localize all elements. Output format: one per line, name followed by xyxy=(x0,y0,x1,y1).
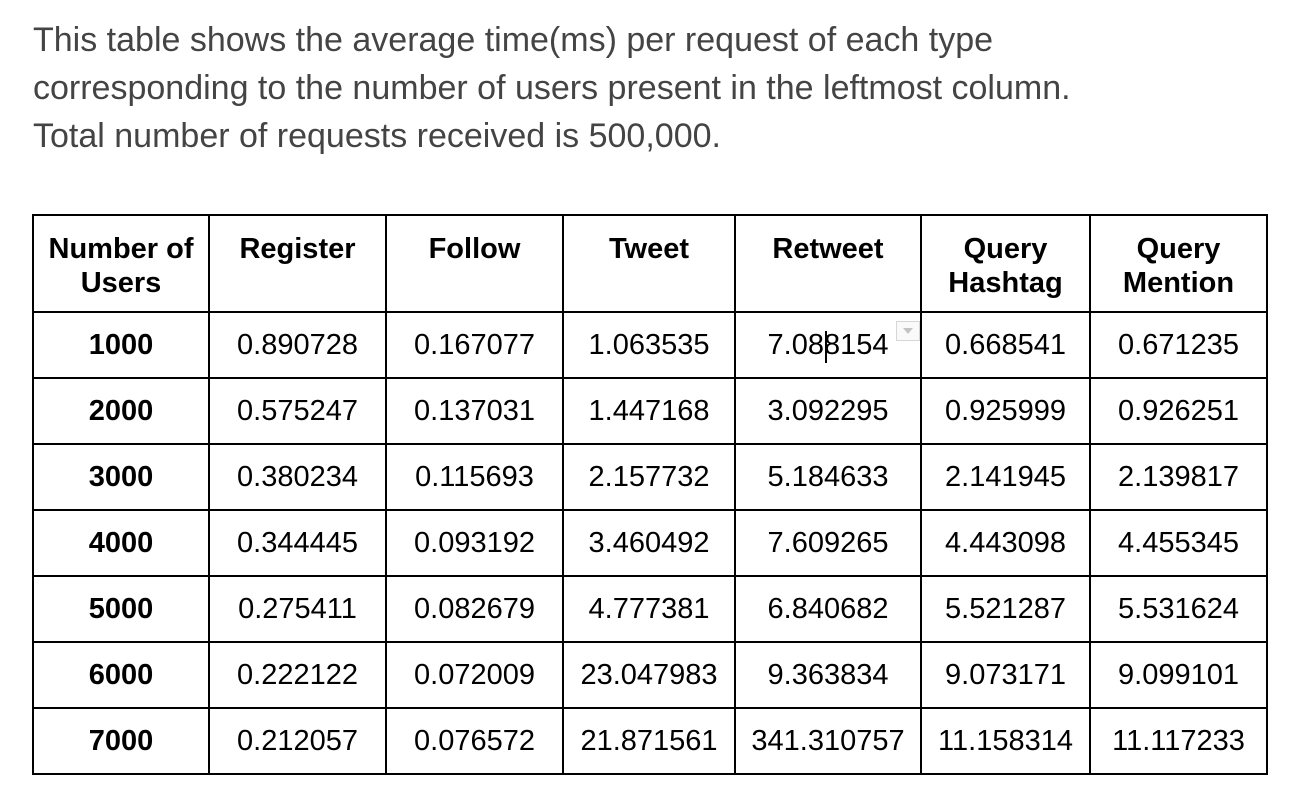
cell-users[interactable]: 3000 xyxy=(32,443,210,511)
header-register[interactable]: Register xyxy=(208,214,387,313)
cell-query-hashtag[interactable]: 9.073171 xyxy=(920,641,1091,709)
cell-query-mention[interactable]: 4.455345 xyxy=(1089,509,1268,577)
table-row: 4000 0.344445 0.093192 3.460492 7.609265… xyxy=(32,509,1268,577)
header-number-of-users[interactable]: Number of Users xyxy=(32,214,210,313)
cell-query-mention[interactable]: 5.531624 xyxy=(1089,575,1268,643)
cell-tweet[interactable]: 2.157732 xyxy=(562,443,736,511)
cell-follow[interactable]: 0.072009 xyxy=(385,641,564,709)
table-row: 7000 0.212057 0.076572 21.871561 341.310… xyxy=(32,707,1268,775)
text-cursor-icon xyxy=(824,330,827,363)
cell-tweet[interactable]: 4.777381 xyxy=(562,575,736,643)
description-line-1: This table shows the average time(ms) pe… xyxy=(33,21,994,59)
cell-query-hashtag[interactable]: 2.141945 xyxy=(920,443,1091,511)
table-row: 3000 0.380234 0.115693 2.157732 5.184633… xyxy=(32,443,1268,511)
cell-retweet[interactable]: 5.184633 xyxy=(734,443,922,511)
cell-query-mention[interactable]: 2.139817 xyxy=(1089,443,1268,511)
description-line-2: corresponding to the number of users pre… xyxy=(33,69,1071,107)
cell-retweet[interactable]: 3.092295 xyxy=(734,377,922,445)
cell-follow[interactable]: 0.115693 xyxy=(385,443,564,511)
header-query-mention[interactable]: Query Mention xyxy=(1089,214,1268,313)
cell-retweet[interactable]: 9.363834 xyxy=(734,641,922,709)
table-row: 2000 0.575247 0.137031 1.447168 3.092295… xyxy=(32,377,1268,445)
cell-tweet[interactable]: 3.460492 xyxy=(562,509,736,577)
cell-register[interactable]: 0.222122 xyxy=(208,641,387,709)
cell-retweet[interactable]: 341.310757 xyxy=(734,707,922,775)
cell-follow[interactable]: 0.082679 xyxy=(385,575,564,643)
cell-tweet[interactable]: 1.447168 xyxy=(562,377,736,445)
cell-register[interactable]: 0.275411 xyxy=(208,575,387,643)
header-follow[interactable]: Follow xyxy=(385,214,564,313)
table-description: This table shows the average time(ms) pe… xyxy=(33,16,1273,160)
cell-users[interactable]: 5000 xyxy=(32,575,210,643)
cell-tweet[interactable]: 21.871561 xyxy=(562,707,736,775)
cell-register[interactable]: 0.575247 xyxy=(208,377,387,445)
cell-users[interactable]: 6000 xyxy=(32,641,210,709)
cell-users[interactable]: 7000 xyxy=(32,707,210,775)
cell-follow[interactable]: 0.076572 xyxy=(385,707,564,775)
cell-register[interactable]: 0.344445 xyxy=(208,509,387,577)
header-row: Number of Users Register Follow Tweet Ret… xyxy=(32,214,1268,313)
cell-query-mention[interactable]: 0.926251 xyxy=(1089,377,1268,445)
cell-query-mention[interactable]: 11.117233 xyxy=(1089,707,1268,775)
table-row: 6000 0.222122 0.072009 23.047983 9.36383… xyxy=(32,641,1268,709)
cell-query-hashtag[interactable]: 11.158314 xyxy=(920,707,1091,775)
cell-register[interactable]: 0.890728 xyxy=(208,311,387,379)
cell-query-mention[interactable]: 9.099101 xyxy=(1089,641,1268,709)
header-retweet[interactable]: Retweet xyxy=(734,214,922,313)
cell-retweet[interactable]: 7.609265 xyxy=(734,509,922,577)
table-row: 5000 0.275411 0.082679 4.777381 6.840682… xyxy=(32,575,1268,643)
description-line-3: Total number of requests received is 500… xyxy=(33,117,721,155)
header-query-hashtag[interactable]: Query Hashtag xyxy=(920,214,1091,313)
cell-retweet[interactable]: 6.840682 xyxy=(734,575,922,643)
cell-register[interactable]: 0.380234 xyxy=(208,443,387,511)
table-body: 1000 0.890728 0.167077 1.063535 7.088154… xyxy=(32,311,1268,775)
cell-tweet[interactable]: 1.063535 xyxy=(562,311,736,379)
cell-register[interactable]: 0.212057 xyxy=(208,707,387,775)
table-header: Number of Users Register Follow Tweet Ret… xyxy=(32,214,1268,313)
request-time-table: Number of Users Register Follow Tweet Ret… xyxy=(32,214,1268,775)
header-tweet[interactable]: Tweet xyxy=(562,214,736,313)
cell-follow[interactable]: 0.093192 xyxy=(385,509,564,577)
cell-query-hashtag[interactable]: 0.668541 xyxy=(920,311,1091,379)
cell-users[interactable]: 4000 xyxy=(32,509,210,577)
cell-follow[interactable]: 0.137031 xyxy=(385,377,564,445)
cell-users[interactable]: 1000 xyxy=(32,311,210,379)
cell-retweet-active[interactable]: 7.088154 xyxy=(734,311,922,379)
cell-query-hashtag[interactable]: 0.925999 xyxy=(920,377,1091,445)
cell-query-hashtag[interactable]: 4.443098 xyxy=(920,509,1091,577)
cell-users[interactable]: 2000 xyxy=(32,377,210,445)
cell-query-hashtag[interactable]: 5.521287 xyxy=(920,575,1091,643)
cell-query-mention[interactable]: 0.671235 xyxy=(1089,311,1268,379)
cell-tweet[interactable]: 23.047983 xyxy=(562,641,736,709)
chevron-down-icon[interactable] xyxy=(896,321,920,341)
cell-follow[interactable]: 0.167077 xyxy=(385,311,564,379)
active-cell-text: 7.088154 xyxy=(767,328,889,363)
table-row: 1000 0.890728 0.167077 1.063535 7.088154… xyxy=(32,311,1268,379)
